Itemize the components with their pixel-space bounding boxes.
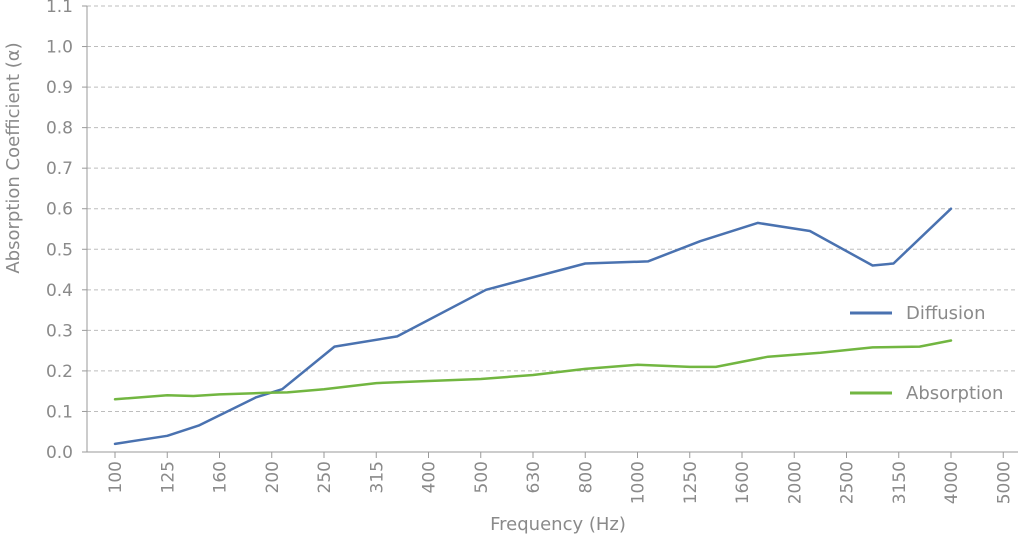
- x-tick-label: 100: [106, 461, 126, 493]
- legend-label-diffusion: Diffusion: [906, 303, 985, 324]
- x-tick-label: 200: [263, 461, 283, 493]
- legend: Diffusion Absorption: [850, 303, 1003, 404]
- y-tick-labels: 0.0 0.1 0.2 0.3 0.4 0.5 0.6 0.7 0.8 0.9 1.0 1.1: [46, 0, 73, 463]
- y-tick-label: 0.7: [46, 159, 73, 179]
- x-tick-label: 800: [576, 461, 596, 493]
- x-tick-label: 160: [211, 461, 231, 493]
- y-tick-label: 0.5: [46, 240, 73, 260]
- y-tick-label: 1.0: [46, 38, 73, 58]
- x-tick-label: 1250: [681, 461, 701, 504]
- x-tick-label: 250: [315, 461, 335, 493]
- x-tick-label: 5000: [994, 461, 1014, 504]
- x-tick-label: 630: [524, 461, 544, 493]
- y-tick-label: 0.9: [46, 78, 73, 98]
- x-tick-label: 2500: [838, 461, 858, 504]
- legend-label-absorption: Absorption: [906, 383, 1003, 404]
- axes: [82, 5, 1018, 458]
- x-tick-label: 4000: [942, 461, 962, 504]
- x-tick-label: 500: [472, 461, 492, 493]
- x-tick-label: 400: [420, 461, 440, 493]
- y-tick-label: 0.1: [46, 402, 73, 422]
- y-tick-label: 1.1: [46, 0, 73, 17]
- x-tick-label: 1000: [629, 461, 649, 504]
- y-tick-label: 0.8: [46, 119, 73, 139]
- x-tick-label: 125: [158, 461, 178, 493]
- x-tick-label: 3150: [890, 461, 910, 504]
- y-tick-label: 0.0: [46, 443, 73, 463]
- x-axis-title: Frequency (Hz): [490, 514, 626, 535]
- x-tick-label: 2000: [785, 461, 805, 504]
- series-line-absorption: [113, 339, 953, 401]
- series-lines: [113, 207, 953, 446]
- y-tick-label: 0.4: [46, 281, 73, 301]
- x-tick-label: 315: [367, 461, 387, 493]
- gridlines: [87, 5, 1018, 412]
- y-tick-label: 0.3: [46, 321, 73, 341]
- y-tick-label: 0.6: [46, 200, 73, 220]
- x-tick-labels: 100 125 160 200 250 315 400 500 630 800 1000 1250 16…: [106, 461, 1014, 504]
- y-tick-label: 0.2: [46, 362, 73, 382]
- y-axis-title: Absorption Coefficient (α): [3, 42, 24, 273]
- x-tick-label: 1600: [733, 461, 753, 504]
- series-line-diffusion: [113, 207, 953, 446]
